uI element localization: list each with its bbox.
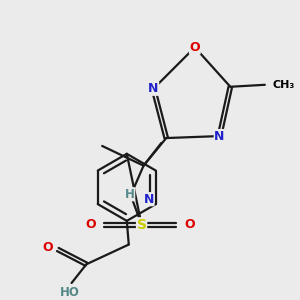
Text: HO: HO xyxy=(60,286,80,299)
Text: O: O xyxy=(42,241,53,254)
Text: O: O xyxy=(184,218,195,231)
Text: N: N xyxy=(148,82,159,95)
Text: S: S xyxy=(136,218,147,232)
Text: H: H xyxy=(125,188,135,201)
Text: O: O xyxy=(190,41,200,54)
Text: O: O xyxy=(85,218,96,231)
Text: N: N xyxy=(144,193,154,206)
Text: CH₃: CH₃ xyxy=(273,80,295,90)
Text: N: N xyxy=(214,130,225,142)
